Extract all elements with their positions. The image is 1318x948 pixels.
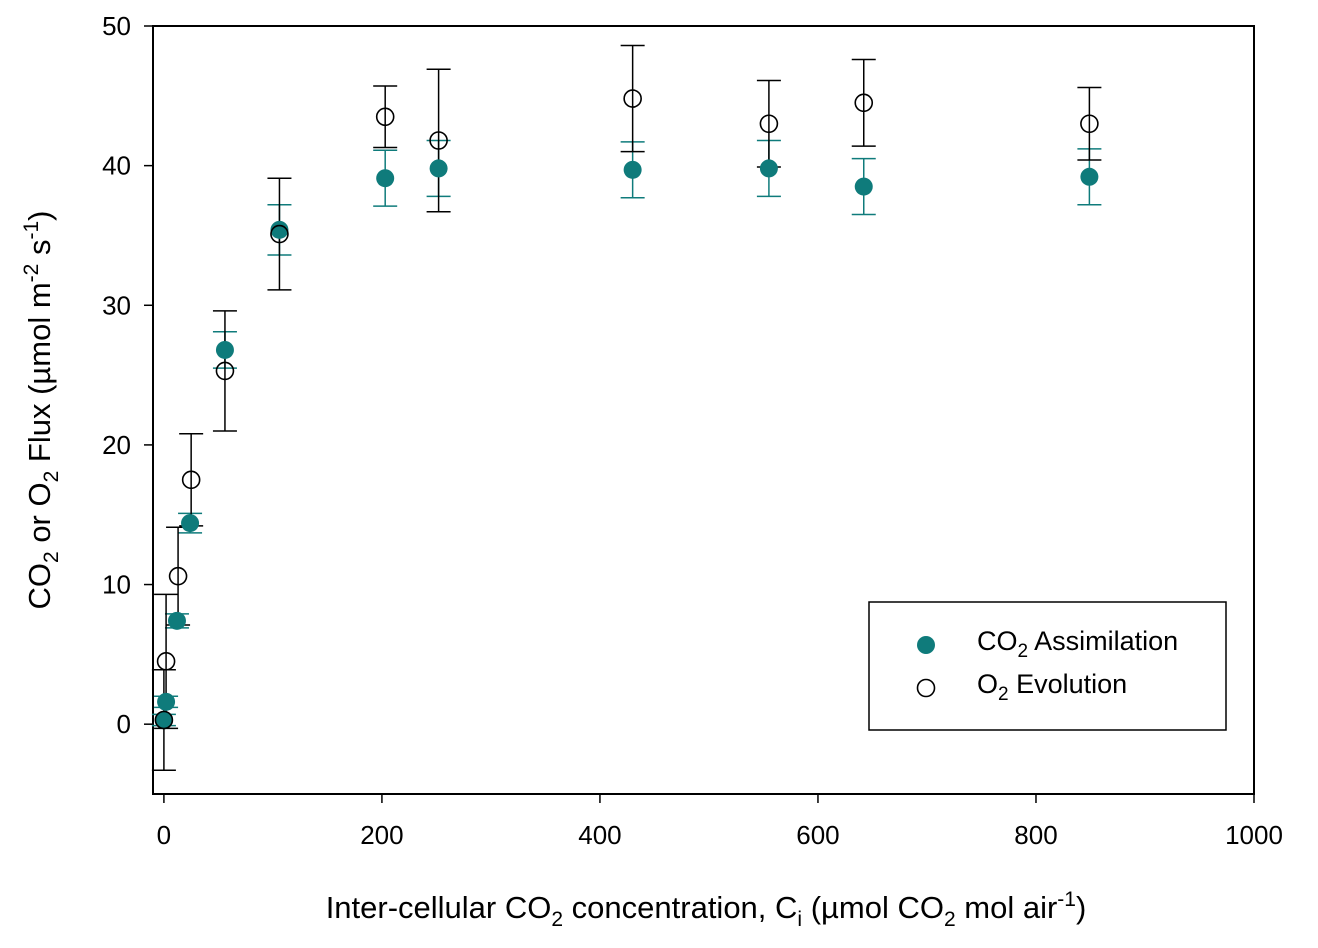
x-tick-label: 1000 (1225, 820, 1283, 850)
data-point-co2-assimilation (854, 177, 873, 196)
error-bar (851, 58, 876, 147)
x-tick-label: 200 (360, 820, 403, 850)
x-tick-label: 400 (578, 820, 621, 850)
y-tick-label: 40 (102, 151, 131, 181)
y-tick-label: 10 (102, 570, 131, 600)
data-point-o2-evolution (270, 224, 289, 244)
x-tick-label: 800 (1014, 820, 1057, 850)
data-point-co2-assimilation (181, 514, 200, 533)
data-point-co2-assimilation (215, 340, 234, 359)
data-point-o2-evolution (375, 107, 395, 127)
legend-marker-co2-assimilation (917, 636, 935, 654)
data-point-co2-assimilation (270, 220, 289, 239)
data-point-o2-evolution (623, 89, 642, 108)
y-tick-label: 30 (102, 290, 131, 320)
axis-ticks: 0 200 400 600 800 1000 0 10 20 30 40 50 (102, 11, 1283, 850)
data-point-co2-assimilation (157, 692, 176, 711)
data-points (154, 89, 1099, 730)
y-axis-title: CO2 or O2 Flux (µmol m-2 s-1) (20, 211, 63, 610)
data-point-co2-assimilation (376, 169, 395, 188)
legend-label-o2-evolution: O2 Evolution (977, 669, 1127, 705)
y-tick-label: 50 (102, 11, 131, 41)
error-bar (1077, 86, 1102, 161)
x-axis-title: Inter-cellular CO2 concentration, Ci (µm… (326, 888, 1087, 931)
error-bar (426, 68, 451, 213)
data-point-co2-assimilation (154, 710, 173, 729)
data-point-co2-assimilation (167, 611, 186, 630)
data-point-o2-evolution (215, 361, 235, 381)
data-point-o2-evolution (168, 566, 188, 586)
data-point-o2-evolution (429, 131, 448, 150)
legend-box (868, 601, 1227, 731)
data-point-o2-evolution (154, 710, 174, 730)
plot-frame (152, 25, 1255, 795)
data-point-co2-assimilation (429, 159, 448, 178)
data-point-o2-evolution (1080, 114, 1099, 134)
data-point-co2-assimilation (759, 159, 778, 178)
error-bar (212, 310, 237, 432)
x-tick-label: 0 (157, 820, 171, 850)
legend-label-co2-assimilation: CO2 Assimilation (977, 626, 1178, 662)
data-point-o2-evolution (181, 470, 201, 490)
error-bar (373, 85, 398, 149)
error-bar (620, 44, 645, 153)
data-point-o2-evolution (854, 93, 874, 113)
data-point-co2-assimilation (1080, 167, 1099, 186)
data-point-co2-assimilation (623, 160, 642, 179)
data-point-o2-evolution (156, 652, 176, 671)
x-tick-label: 600 (796, 820, 839, 850)
legend: CO2 Assimilation O2 Evolution (868, 601, 1227, 731)
legend-marker-o2-evolution (916, 678, 936, 698)
y-tick-label: 20 (102, 430, 131, 460)
y-tick-label: 0 (117, 709, 131, 739)
data-point-o2-evolution (759, 114, 779, 134)
